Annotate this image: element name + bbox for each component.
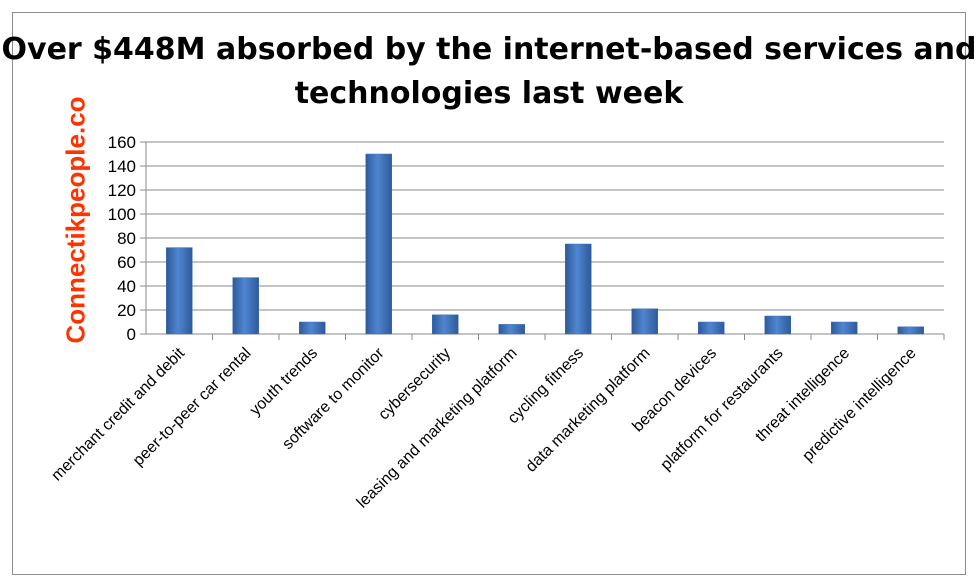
- bars: [166, 153, 924, 335]
- bar-2: [299, 321, 326, 335]
- bar-0: [166, 247, 193, 335]
- bar-6: [565, 243, 592, 335]
- y-tick-label: 160: [108, 133, 136, 152]
- y-tick-label: 60: [117, 253, 136, 272]
- x-category-label: data marketing platform: [523, 345, 654, 476]
- bar-10: [831, 321, 858, 335]
- y-tick-label: 0: [127, 325, 136, 344]
- y-tick-label: 100: [108, 205, 136, 224]
- bar-11: [897, 326, 924, 335]
- x-category-label: platform for restaurants: [658, 345, 787, 474]
- x-category-label: youth trends: [247, 345, 321, 419]
- gridlines: [146, 141, 944, 311]
- y-tick-label: 140: [108, 157, 136, 176]
- chart-title: Over $448M absorbed by the internet-base…: [1, 32, 977, 111]
- y-tick-labels: 0 20 40 60 80 100 120 140 160: [108, 133, 136, 344]
- bar-3: [365, 153, 392, 335]
- bar-9: [764, 315, 791, 335]
- bar-5: [498, 324, 525, 335]
- bar-1: [232, 277, 259, 335]
- y-tick-label: 120: [108, 181, 136, 200]
- bar-8: [698, 321, 725, 335]
- axes: [140, 141, 945, 340]
- y-tick-label: 20: [117, 301, 136, 320]
- y-tick-label: 80: [117, 229, 136, 248]
- bar-4: [432, 314, 459, 335]
- x-category-label: peer-to-peer car rental: [130, 345, 255, 470]
- x-category-label: predictive intelligence: [799, 345, 919, 465]
- bar-7: [631, 308, 658, 335]
- y-tick-label: 40: [117, 277, 136, 296]
- x-category-label: merchant credit and debit: [48, 344, 188, 484]
